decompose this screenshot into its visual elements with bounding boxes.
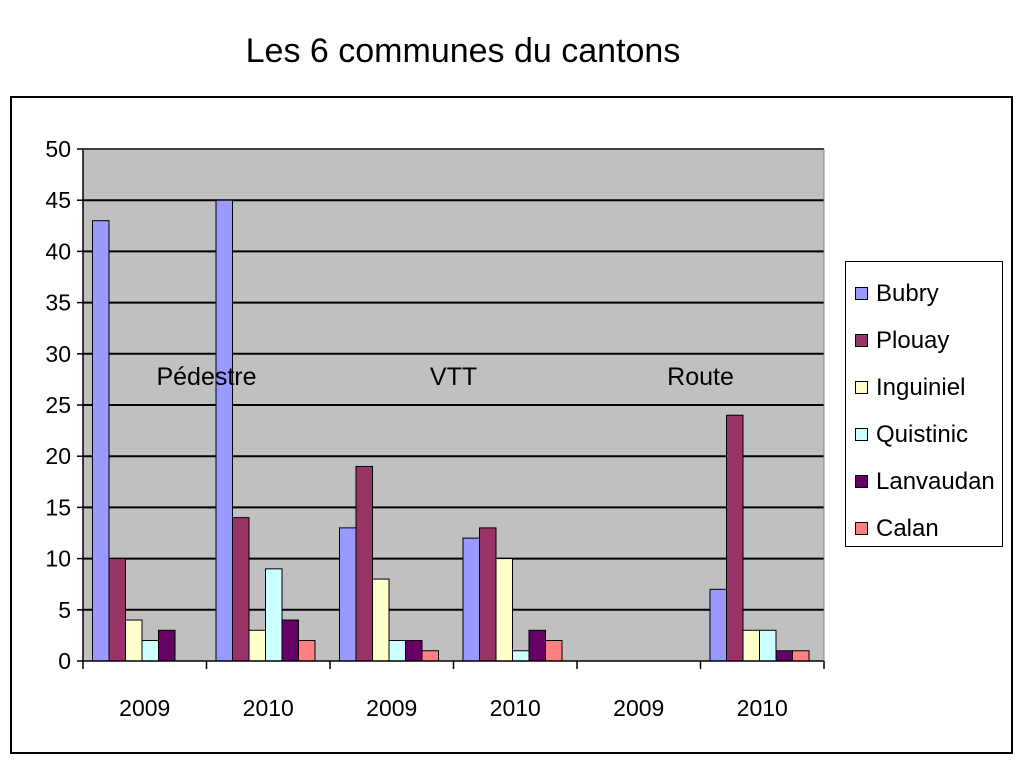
legend-item-plouay: Plouay — [846, 317, 1002, 364]
bar-plouay-3 — [479, 527, 497, 662]
x-tick-label: 2010 — [490, 695, 541, 721]
x-tick-label: 2010 — [737, 695, 788, 721]
bar-bubry-2 — [339, 527, 357, 662]
bar-quistinic-0 — [141, 640, 159, 662]
bar-lanvaudan-3 — [528, 629, 546, 662]
legend-label: Lanvaudan — [876, 467, 995, 495]
legend-item-calan: Calan — [846, 505, 1002, 552]
legend-label: Calan — [876, 514, 939, 542]
legend-item-inguiniel: Inguiniel — [846, 364, 1002, 411]
legend-swatch — [855, 522, 868, 535]
y-tick-label: 0 — [58, 648, 71, 674]
bar-inguiniel-5 — [742, 629, 760, 662]
bar-lanvaudan-0 — [158, 629, 176, 662]
bar-plouay-2 — [355, 465, 373, 662]
y-tick-label: 30 — [45, 341, 71, 367]
bar-inguiniel-3 — [495, 558, 513, 662]
legend-label: Plouay — [876, 326, 950, 354]
group-label: VTT — [430, 363, 477, 391]
legend-swatch — [855, 475, 868, 488]
x-tick-label: 2010 — [243, 695, 294, 721]
y-tick-label: 5 — [58, 597, 71, 623]
legend-swatch — [855, 334, 868, 347]
bar-quistinic-2 — [388, 640, 406, 662]
legend-item-lanvaudan: Lanvaudan — [846, 458, 1002, 505]
y-tick-label: 40 — [45, 238, 71, 264]
group-label: Route — [667, 363, 734, 391]
bar-bubry-5 — [709, 588, 727, 662]
y-tick-label: 15 — [45, 494, 71, 520]
legend-item-bubry: Bubry — [846, 270, 1002, 317]
y-tick-label: 35 — [45, 290, 71, 316]
bars — [92, 199, 810, 662]
bar-plouay-0 — [108, 558, 126, 662]
bar-calan-5 — [792, 650, 810, 662]
bar-lanvaudan-1 — [281, 619, 299, 662]
bar-bubry-3 — [462, 537, 480, 662]
y-tick-label: 25 — [45, 392, 71, 418]
bar-quistinic-5 — [759, 629, 777, 662]
bar-bubry-1 — [215, 199, 233, 662]
legend-label: Inguiniel — [876, 373, 966, 401]
group-labels: Pédestre VTT Route — [156, 363, 733, 391]
bar-plouay-1 — [232, 517, 250, 662]
axes: 0 5 10 15 20 25 30 35 40 45 50 2009 2010 2009 2010 2009… — [45, 136, 825, 721]
bar-lanvaudan-2 — [405, 640, 423, 662]
bar-bubry-0 — [92, 220, 110, 662]
bar-calan-2 — [421, 650, 439, 662]
bar-inguiniel-0 — [125, 619, 143, 662]
bar-lanvaudan-5 — [775, 650, 793, 662]
legend-swatch — [855, 381, 868, 394]
group-label: Pédestre — [156, 363, 256, 391]
y-tick-label: 20 — [45, 443, 71, 469]
y-tick-label: 45 — [45, 187, 71, 213]
bar-plouay-5 — [726, 414, 744, 662]
legend-swatch — [855, 287, 868, 300]
x-tick-label: 2009 — [366, 695, 417, 721]
legend-item-quistinic: Quistinic — [846, 411, 1002, 458]
bar-inguiniel-2 — [372, 578, 390, 662]
legend-label: Bubry — [876, 279, 939, 307]
chart-frame — [10, 96, 1013, 754]
bar-inguiniel-1 — [248, 629, 266, 662]
x-tick-label: 2009 — [613, 695, 664, 721]
x-tick-label: 2009 — [119, 695, 170, 721]
y-tick-label: 50 — [45, 136, 71, 162]
y-tick-label: 10 — [45, 546, 71, 572]
legend-swatch — [855, 428, 868, 441]
legend-label: Quistinic — [876, 420, 969, 448]
bar-calan-3 — [545, 640, 563, 662]
page-title: Les 6 communes du cantons — [245, 32, 681, 70]
bar-quistinic-1 — [265, 568, 283, 662]
bar-quistinic-3 — [512, 650, 530, 662]
legend: Bubry Plouay Inguiniel Quistinic Lanvaudan Ca… — [845, 261, 1003, 547]
bar-calan-1 — [298, 640, 316, 662]
